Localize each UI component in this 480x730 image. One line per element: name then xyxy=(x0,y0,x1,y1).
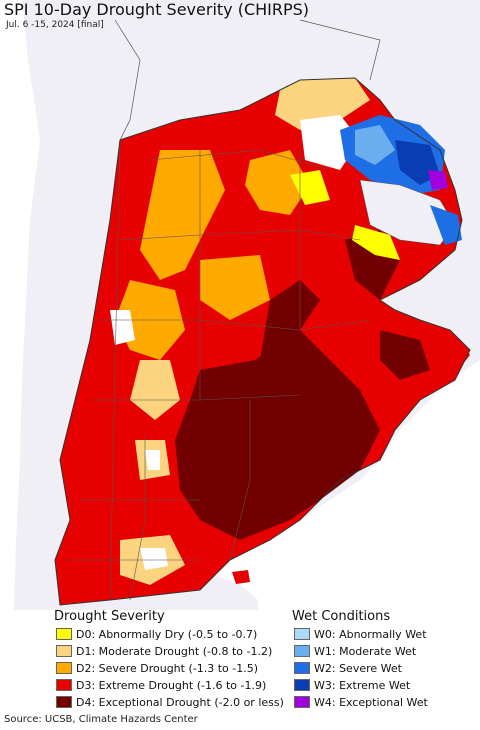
wet-legend-swatch xyxy=(294,662,310,674)
drought-legend-label: D0: Abnormally Dry (-0.5 to -0.7) xyxy=(76,627,258,641)
wet-legend-item: W3: Extreme Wet xyxy=(294,678,410,692)
map-subtitle: Jul. 6 -15, 2024 [final] xyxy=(6,20,104,30)
wet-legend-item: W0: Abnormally Wet xyxy=(294,627,427,641)
map-title: SPI 10-Day Drought Severity (CHIRPS) xyxy=(4,0,310,19)
source-note: Source: UCSB, Climate Hazards Center xyxy=(4,714,198,725)
drought-legend-heading: Drought Severity xyxy=(54,609,165,624)
drought-legend-swatch xyxy=(56,679,72,691)
wet-legend-label: W2: Severe Wet xyxy=(314,661,402,675)
wet-legend-swatch xyxy=(294,696,310,708)
drought-legend-label: D3: Extreme Drought (-1.6 to -1.9) xyxy=(76,678,267,692)
drought-legend-swatch xyxy=(56,628,72,640)
drought-legend-swatch xyxy=(56,662,72,674)
wet-legend-label: W0: Abnormally Wet xyxy=(314,627,427,641)
drought-legend-label: D1: Moderate Drought (-0.8 to -1.2) xyxy=(76,644,273,658)
drought-legend-label: D2: Severe Drought (-1.3 to -1.5) xyxy=(76,661,259,675)
wet-legend-swatch xyxy=(294,679,310,691)
wet-legend-item: W4: Exceptional Wet xyxy=(294,695,428,709)
drought-legend-item: D2: Severe Drought (-1.3 to -1.5) xyxy=(56,661,258,675)
wet-legend-label: W4: Exceptional Wet xyxy=(314,695,428,709)
drought-legend-item: D0: Abnormally Dry (-0.5 to -0.7) xyxy=(56,627,257,641)
drought-map xyxy=(0,0,480,610)
wet-legend-item: W1: Moderate Wet xyxy=(294,644,416,658)
drought-legend-item: D3: Extreme Drought (-1.6 to -1.9) xyxy=(56,678,266,692)
wet-legend-label: W3: Extreme Wet xyxy=(314,678,411,692)
wet-legend-swatch xyxy=(294,645,310,657)
drought-legend-swatch xyxy=(56,696,72,708)
drought-legend-item: D4: Exceptional Drought (-2.0 or less) xyxy=(56,695,284,709)
drought-legend-label: D4: Exceptional Drought (-2.0 or less) xyxy=(76,695,284,709)
drought-legend-item: D1: Moderate Drought (-0.8 to -1.2) xyxy=(56,644,272,658)
drought-legend-swatch xyxy=(56,645,72,657)
exceptional-core xyxy=(175,330,380,540)
wet-legend-heading: Wet Conditions xyxy=(292,609,391,624)
wet-legend-item: W2: Severe Wet xyxy=(294,661,402,675)
wet-legend-label: W1: Moderate Wet xyxy=(314,644,417,658)
wet-legend-swatch xyxy=(294,628,310,640)
